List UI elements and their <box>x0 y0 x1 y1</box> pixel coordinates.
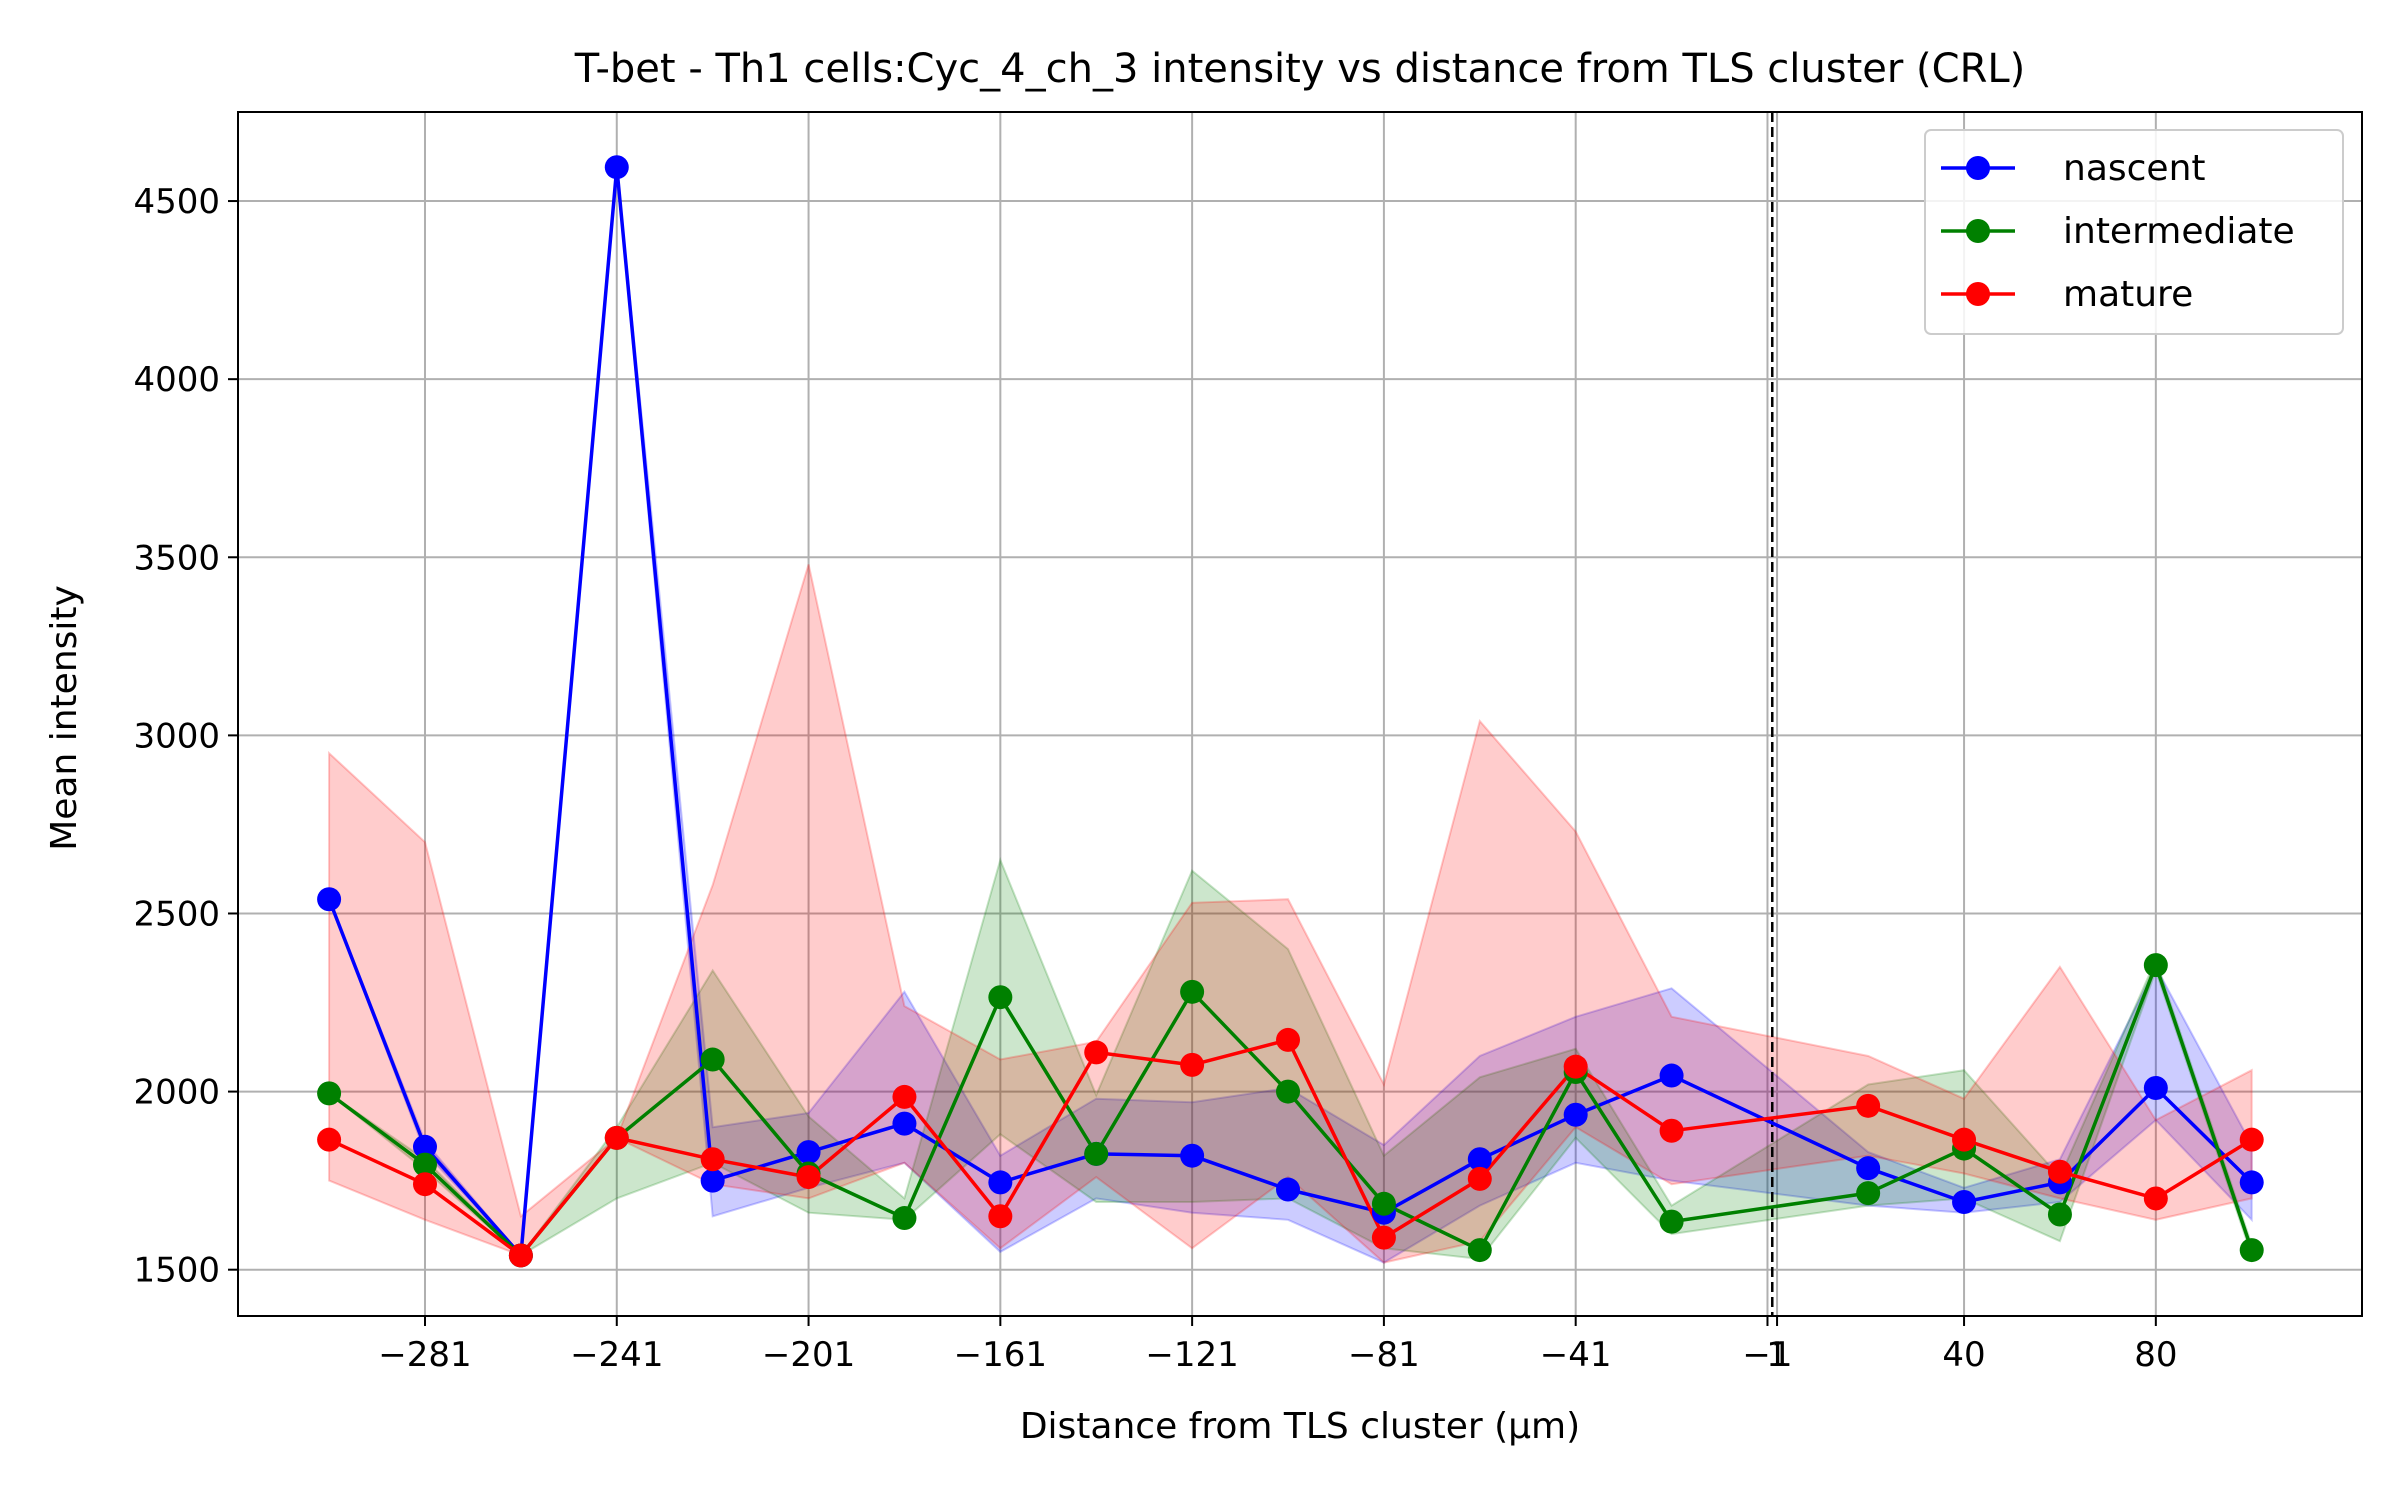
point-nascent <box>1952 1190 1977 1215</box>
point-intermediate <box>2239 1238 2264 1263</box>
legend-label-nascent: nascent <box>2063 148 2206 189</box>
point-mature <box>892 1084 917 1109</box>
x-tick-label: 40 <box>1942 1335 1985 1375</box>
point-nascent <box>1467 1147 1492 1172</box>
line-mature <box>328 1038 2253 1258</box>
point-mature <box>1467 1166 1492 1191</box>
x-tick-label: −241 <box>570 1335 663 1375</box>
point-nascent <box>604 155 629 180</box>
point-intermediate <box>1856 1181 1881 1206</box>
point-mature <box>796 1165 821 1190</box>
point-mature <box>2239 1127 2264 1152</box>
point-intermediate <box>317 1081 342 1106</box>
y-tick-label: 1500 <box>133 1251 220 1291</box>
point-mature <box>604 1125 629 1150</box>
point-mature <box>412 1172 437 1197</box>
x-tick-label: −121 <box>1145 1335 1238 1375</box>
line-nascent <box>327 165 2253 1258</box>
x-tick-label: −281 <box>378 1335 471 1375</box>
point-nascent <box>1276 1177 1301 1202</box>
point-mature <box>1084 1040 1109 1065</box>
x-tick-label: −1 <box>1742 1335 1792 1375</box>
y-axis-ticks: 1500 2000 2500 3000 3500 4000 4500 <box>133 182 238 1291</box>
point-intermediate <box>892 1206 917 1231</box>
y-tick-label: 3500 <box>133 538 220 578</box>
point-nascent <box>892 1111 917 1136</box>
y-axis-label: Mean intensity <box>44 585 85 851</box>
point-nascent <box>317 887 342 912</box>
point-nascent <box>412 1134 437 1159</box>
point-mature <box>317 1127 342 1152</box>
legend-marker-mature <box>1966 282 1990 306</box>
point-intermediate <box>988 985 1013 1010</box>
x-tick-label: 1 <box>1766 1335 1788 1375</box>
point-intermediate <box>2143 953 2168 978</box>
point-mature <box>988 1204 1013 1229</box>
series-points <box>317 155 2264 1268</box>
x-tick-label: −201 <box>762 1335 855 1375</box>
point-mature <box>1276 1027 1301 1052</box>
y-tick-label: 2500 <box>133 894 220 934</box>
point-mature <box>700 1147 725 1172</box>
legend-marker-intermediate <box>1966 219 1990 243</box>
point-nascent <box>1180 1143 1205 1168</box>
legend: nascent intermediate mature <box>1924 129 2344 335</box>
plot-frame <box>237 111 2363 1317</box>
point-nascent <box>700 1168 725 1193</box>
x-tick-label: −81 <box>1348 1335 1420 1375</box>
point-intermediate <box>700 1047 725 1072</box>
y-tick-label: 3000 <box>133 716 220 756</box>
point-mature <box>1371 1225 1396 1250</box>
point-mature <box>1952 1127 1977 1152</box>
y-tick-label: 4000 <box>133 360 220 400</box>
point-nascent <box>1659 1063 1684 1088</box>
legend-box <box>1924 129 2344 335</box>
x-tick-label: −161 <box>954 1335 1047 1375</box>
grid <box>238 112 2362 1316</box>
legend-label-mature: mature <box>2063 274 2193 315</box>
point-mature <box>1180 1052 1205 1077</box>
point-nascent <box>1563 1102 1588 1127</box>
point-intermediate <box>1467 1238 1492 1263</box>
point-nascent <box>2143 1076 2168 1101</box>
point-mature <box>1856 1093 1881 1118</box>
point-intermediate <box>1659 1209 1684 1234</box>
point-mature <box>2047 1159 2072 1184</box>
point-intermediate <box>1371 1191 1396 1216</box>
chart-title: T-bet - Th1 cells:Cyc_4_ch_3 intensity v… <box>574 46 2026 92</box>
line-intermediate <box>328 963 2254 1258</box>
y-tick-label: 4500 <box>133 182 220 222</box>
x-axis-label: Distance from TLS cluster (μm) <box>1020 1406 1580 1447</box>
point-mature <box>2143 1186 2168 1211</box>
point-intermediate <box>1084 1141 1109 1166</box>
point-intermediate <box>1180 979 1205 1004</box>
point-intermediate <box>1276 1079 1301 1104</box>
point-nascent <box>988 1170 1013 1195</box>
point-nascent <box>796 1140 821 1165</box>
series-lines <box>327 165 2254 1258</box>
point-mature <box>1659 1118 1684 1143</box>
legend-marker-nascent <box>1966 156 1990 180</box>
legend-label-intermediate: intermediate <box>2063 211 2295 252</box>
x-tick-label: −41 <box>1540 1335 1612 1375</box>
point-mature <box>508 1243 533 1268</box>
point-nascent <box>1856 1156 1881 1181</box>
point-nascent <box>2239 1170 2264 1195</box>
point-mature <box>1563 1054 1588 1079</box>
x-axis-ticks: −281 −241 −201 −161 −121 −81 −41 −11 40 80 <box>378 1316 2177 1375</box>
y-tick-label: 2000 <box>133 1073 220 1113</box>
x-tick-label: 80 <box>2134 1335 2177 1375</box>
point-intermediate <box>412 1152 437 1177</box>
point-intermediate <box>2047 1202 2072 1227</box>
